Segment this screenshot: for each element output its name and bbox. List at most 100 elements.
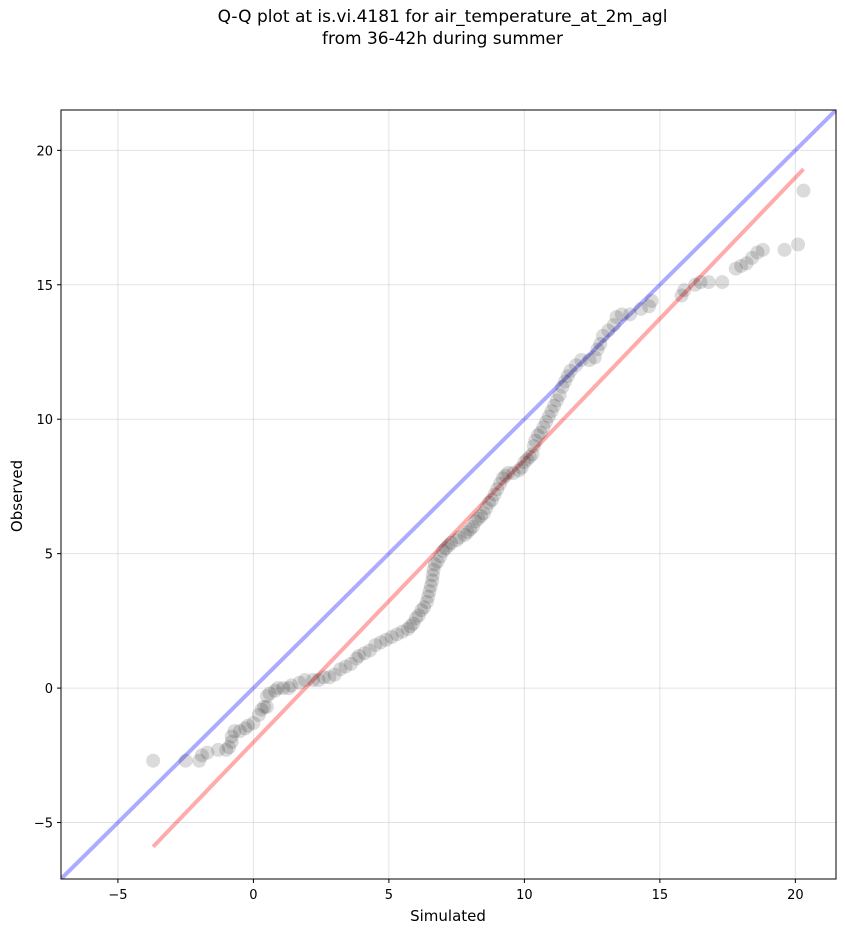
data-point (433, 549, 448, 564)
data-point (791, 237, 806, 252)
y-tick-label: 20 (36, 144, 53, 159)
data-point (422, 584, 437, 599)
data-point (292, 675, 307, 690)
data-point (270, 681, 285, 696)
data-point (471, 511, 486, 526)
data-point (514, 460, 529, 475)
data-point (403, 619, 418, 634)
data-point (425, 573, 440, 588)
data-point (755, 242, 770, 257)
data-point (525, 447, 540, 462)
data-point (349, 651, 364, 666)
data-point (408, 611, 423, 626)
data-point (463, 522, 478, 537)
data-point (533, 425, 548, 440)
data-point (338, 659, 353, 674)
data-point (400, 621, 415, 636)
data-point (379, 632, 394, 647)
data-point (441, 538, 456, 553)
data-point (555, 379, 570, 394)
data-point (701, 275, 716, 290)
data-point (222, 740, 237, 755)
data-point (460, 525, 475, 540)
data-point (744, 250, 759, 265)
data-point (211, 742, 226, 757)
x-tick-label: 20 (787, 888, 804, 903)
data-point (259, 689, 274, 704)
data-point (406, 616, 421, 631)
data-point (384, 630, 399, 645)
data-point (688, 277, 703, 292)
data-point (715, 275, 730, 290)
y-axis-title: Observed (8, 460, 26, 532)
data-point (457, 527, 472, 542)
data-point (526, 439, 541, 454)
data-point (414, 603, 429, 618)
data-point (552, 388, 567, 403)
data-point (316, 670, 331, 685)
data-point (333, 662, 348, 677)
data-point (306, 673, 321, 688)
data-point (677, 283, 692, 298)
data-point (568, 358, 583, 373)
data-points (146, 183, 811, 768)
data-point (240, 718, 255, 733)
y-tick-label: 5 (45, 548, 53, 563)
data-point (257, 699, 272, 714)
data-point (484, 492, 499, 507)
data-point (436, 543, 451, 558)
data-point (750, 245, 765, 260)
data-point (425, 568, 440, 583)
data-point (200, 745, 215, 760)
data-point (777, 242, 792, 257)
data-point (251, 707, 266, 722)
data-point (574, 353, 589, 368)
data-point (642, 299, 657, 314)
data-point (468, 514, 483, 529)
data-point (609, 310, 624, 325)
data-point (614, 307, 629, 322)
data-point (734, 258, 749, 273)
chart-title-line-1: Q-Q plot at is.vi.4181 for air_temperatu… (217, 7, 668, 27)
data-point (421, 589, 436, 604)
data-point (224, 729, 239, 744)
x-tick-label: 5 (385, 888, 393, 903)
data-point (297, 673, 312, 688)
data-point (593, 336, 608, 351)
data-point (541, 409, 556, 424)
x-axis-title: Simulated (410, 907, 486, 925)
data-point (224, 734, 239, 749)
data-point (560, 369, 575, 384)
data-point (417, 600, 432, 615)
data-point (430, 554, 445, 569)
data-point (693, 275, 708, 290)
data-point (178, 753, 193, 768)
y-tick-label: −5 (34, 817, 53, 832)
data-point (796, 183, 811, 198)
data-point (284, 678, 299, 693)
y-tick-label: 0 (45, 682, 53, 697)
data-point (227, 724, 242, 739)
data-point (582, 353, 597, 368)
data-point (262, 686, 277, 701)
data-point (479, 500, 494, 515)
data-point (501, 465, 516, 480)
reference-lines (61, 110, 836, 879)
data-point (520, 452, 535, 467)
data-point (465, 519, 480, 534)
data-point (254, 702, 269, 717)
data-point (492, 476, 507, 491)
y-tick-label: 15 (36, 279, 53, 294)
data-point (311, 673, 326, 688)
x-tick-label: 0 (249, 888, 257, 903)
data-point (528, 433, 543, 448)
data-point (517, 455, 532, 470)
data-point (547, 398, 562, 413)
data-point (411, 608, 426, 623)
data-point (373, 635, 388, 650)
chart-title-line-2: from 36-42h during summer (322, 29, 563, 49)
data-point (390, 627, 405, 642)
data-point (498, 468, 513, 483)
data-point (438, 541, 453, 556)
data-point (246, 716, 261, 731)
